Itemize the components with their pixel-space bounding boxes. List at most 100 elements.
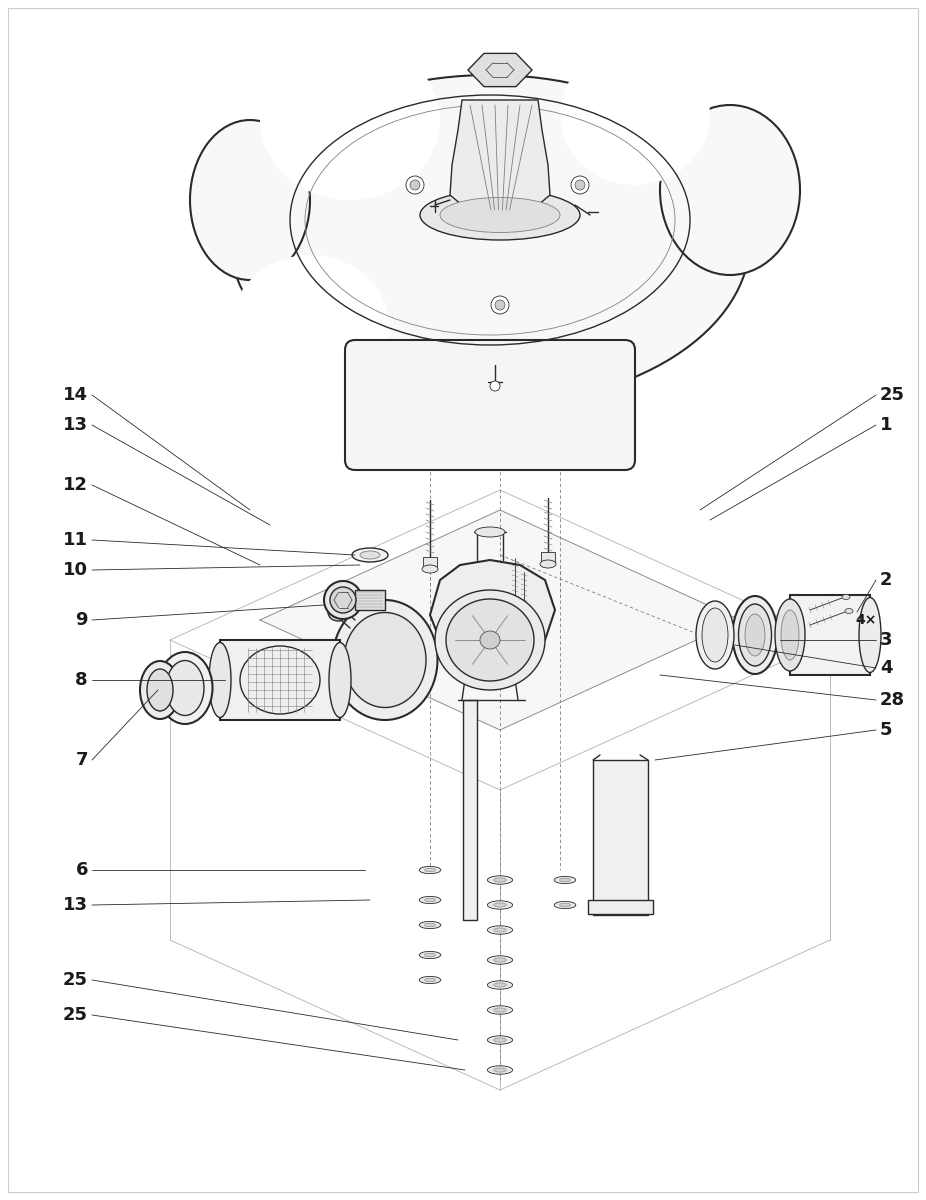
- Ellipse shape: [475, 527, 505, 538]
- Ellipse shape: [329, 642, 351, 718]
- Ellipse shape: [739, 604, 771, 666]
- Ellipse shape: [494, 878, 507, 882]
- Ellipse shape: [487, 980, 513, 989]
- Ellipse shape: [494, 958, 507, 962]
- Ellipse shape: [487, 955, 513, 965]
- Polygon shape: [260, 510, 740, 730]
- Ellipse shape: [419, 952, 441, 959]
- Ellipse shape: [406, 176, 424, 194]
- Text: 4×: 4×: [855, 613, 876, 626]
- Ellipse shape: [494, 1068, 507, 1072]
- Ellipse shape: [190, 120, 310, 280]
- Ellipse shape: [559, 878, 570, 882]
- Ellipse shape: [494, 1008, 507, 1012]
- Ellipse shape: [559, 904, 570, 907]
- Ellipse shape: [140, 661, 180, 719]
- Ellipse shape: [480, 631, 500, 649]
- Polygon shape: [430, 560, 555, 658]
- Ellipse shape: [842, 594, 850, 600]
- Ellipse shape: [435, 590, 545, 690]
- Ellipse shape: [344, 612, 426, 708]
- Text: 13: 13: [63, 416, 88, 434]
- Ellipse shape: [494, 1038, 507, 1042]
- Text: 25: 25: [63, 1006, 88, 1024]
- Text: 12: 12: [63, 476, 88, 494]
- Text: 28: 28: [880, 691, 905, 709]
- Ellipse shape: [446, 599, 534, 680]
- Text: 6: 6: [76, 862, 88, 878]
- Text: 5: 5: [880, 721, 893, 739]
- Bar: [463, 700, 477, 920]
- FancyBboxPatch shape: [345, 340, 635, 470]
- Ellipse shape: [575, 180, 585, 190]
- Ellipse shape: [147, 670, 173, 710]
- Bar: [790, 595, 870, 674]
- Ellipse shape: [157, 652, 212, 724]
- Ellipse shape: [166, 660, 204, 715]
- Text: 25: 25: [880, 386, 905, 404]
- Bar: [541, 552, 555, 562]
- Ellipse shape: [696, 601, 734, 670]
- Ellipse shape: [745, 614, 765, 656]
- Ellipse shape: [487, 1066, 513, 1074]
- Ellipse shape: [487, 1036, 513, 1044]
- Ellipse shape: [410, 180, 420, 190]
- Ellipse shape: [419, 922, 441, 929]
- Ellipse shape: [487, 1006, 513, 1014]
- Ellipse shape: [732, 596, 778, 674]
- Ellipse shape: [510, 618, 520, 623]
- Ellipse shape: [440, 198, 560, 233]
- Ellipse shape: [420, 190, 580, 240]
- Ellipse shape: [260, 40, 440, 200]
- Ellipse shape: [209, 642, 231, 718]
- Ellipse shape: [330, 587, 356, 613]
- Ellipse shape: [487, 901, 513, 910]
- Ellipse shape: [324, 581, 362, 619]
- Text: 8: 8: [75, 671, 88, 689]
- Ellipse shape: [494, 928, 507, 932]
- Ellipse shape: [554, 876, 576, 883]
- Text: 3: 3: [880, 631, 893, 649]
- Text: 13: 13: [63, 896, 88, 914]
- Ellipse shape: [859, 598, 881, 672]
- Ellipse shape: [702, 608, 728, 662]
- Ellipse shape: [494, 983, 507, 988]
- Bar: [593, 760, 648, 914]
- Text: 10: 10: [63, 560, 88, 578]
- Ellipse shape: [660, 104, 800, 275]
- Ellipse shape: [554, 901, 576, 908]
- Ellipse shape: [781, 610, 799, 660]
- Ellipse shape: [240, 646, 320, 714]
- Ellipse shape: [487, 926, 513, 934]
- Ellipse shape: [490, 382, 500, 391]
- Text: 1: 1: [880, 416, 893, 434]
- Ellipse shape: [491, 296, 509, 314]
- Ellipse shape: [540, 560, 556, 568]
- Text: 14: 14: [63, 386, 88, 404]
- Polygon shape: [468, 53, 532, 86]
- Bar: [220, 640, 340, 720]
- Text: 4: 4: [880, 659, 893, 677]
- Ellipse shape: [425, 869, 435, 871]
- Polygon shape: [450, 100, 550, 218]
- Ellipse shape: [519, 632, 529, 637]
- Ellipse shape: [352, 548, 388, 562]
- Text: 25: 25: [63, 971, 88, 989]
- Text: 2: 2: [880, 571, 893, 589]
- Ellipse shape: [495, 300, 505, 310]
- Ellipse shape: [425, 978, 435, 982]
- Ellipse shape: [487, 876, 513, 884]
- Ellipse shape: [775, 599, 805, 671]
- Text: 7: 7: [76, 751, 88, 769]
- Ellipse shape: [230, 254, 390, 404]
- Bar: [423, 557, 437, 566]
- Ellipse shape: [425, 898, 435, 902]
- Ellipse shape: [230, 74, 750, 404]
- Text: 9: 9: [76, 611, 88, 629]
- Ellipse shape: [494, 902, 507, 907]
- Bar: [588, 900, 653, 914]
- Ellipse shape: [419, 977, 441, 984]
- Ellipse shape: [425, 953, 435, 956]
- Ellipse shape: [332, 600, 437, 720]
- Ellipse shape: [425, 923, 435, 926]
